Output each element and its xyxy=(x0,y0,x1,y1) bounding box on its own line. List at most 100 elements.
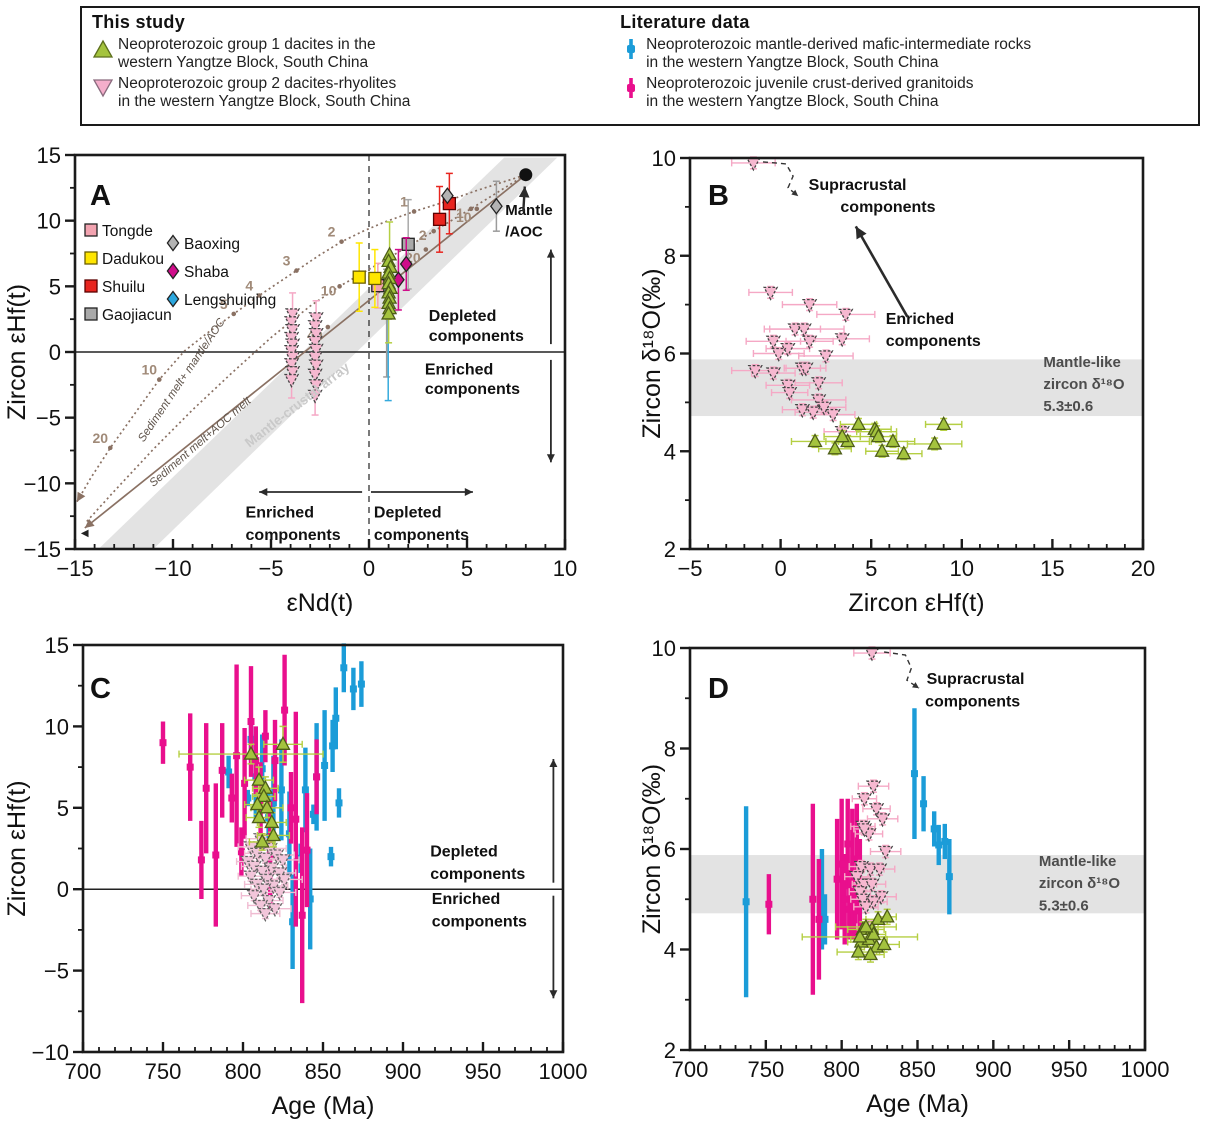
svg-text:Supracrustal: Supracrustal xyxy=(809,177,907,194)
legend-marker xyxy=(620,36,646,65)
svg-text:2: 2 xyxy=(664,1038,676,1063)
svg-text:Enriched: Enriched xyxy=(432,891,500,908)
svg-text:800: 800 xyxy=(823,1057,860,1082)
svg-text:−5: −5 xyxy=(36,406,61,431)
legend-item: Neoproterozoic group 2 dacites-rhyolites… xyxy=(92,75,610,111)
svg-text:5: 5 xyxy=(49,274,61,299)
svg-text:Mantle-like: Mantle-like xyxy=(1043,354,1121,371)
legend-column-literature: Literature data Neoproterozoic mantle-de… xyxy=(610,8,1198,124)
svg-text:/AOC: /AOC xyxy=(505,223,543,240)
legend-items-literature: Neoproterozoic mantle-derived mafic-inte… xyxy=(620,36,1198,111)
svg-text:8: 8 xyxy=(664,244,676,269)
svg-text:15: 15 xyxy=(1040,556,1064,581)
svg-text:950: 950 xyxy=(1051,1057,1088,1082)
svg-text:B: B xyxy=(708,180,729,212)
svg-text:Mantle-like: Mantle-like xyxy=(1039,853,1117,870)
svg-text:Enriched: Enriched xyxy=(425,361,493,378)
legend-item-label: Neoproterozoic group 2 dacites-rhyolites… xyxy=(118,75,411,110)
svg-text:components: components xyxy=(246,527,341,544)
svg-text:Lengshuiqing: Lengshuiqing xyxy=(184,292,276,309)
svg-text:C: C xyxy=(90,673,111,705)
svg-text:2: 2 xyxy=(419,227,427,243)
svg-text:components: components xyxy=(425,381,520,398)
svg-text:Depleted: Depleted xyxy=(374,504,442,521)
legend-item-label: Neoproterozoic mantle-derived mafic-inte… xyxy=(646,36,1032,71)
svg-text:15: 15 xyxy=(37,143,61,168)
svg-text:Baoxing: Baoxing xyxy=(184,236,240,253)
svg-text:4: 4 xyxy=(245,278,253,294)
svg-text:800: 800 xyxy=(225,1059,262,1084)
svg-text:Shaba: Shaba xyxy=(184,264,229,281)
svg-text:20: 20 xyxy=(1131,556,1155,581)
svg-text:zircon δ¹⁸O: zircon δ¹⁸O xyxy=(1043,376,1125,393)
svg-text:Zircon δ¹⁸O(‰): Zircon δ¹⁸O(‰) xyxy=(638,268,666,438)
svg-text:zircon δ¹⁸O: zircon δ¹⁸O xyxy=(1039,875,1121,892)
svg-text:5: 5 xyxy=(220,296,228,312)
svg-text:Zircon εHf(t): Zircon εHf(t) xyxy=(3,780,31,916)
svg-text:10: 10 xyxy=(321,282,337,298)
svg-text:−10: −10 xyxy=(154,556,191,581)
svg-text:◀: ◀ xyxy=(81,528,89,539)
legend-item-label: Neoproterozoic group 1 dacites in the we… xyxy=(118,36,376,71)
svg-text:2: 2 xyxy=(328,224,336,240)
svg-text:1000: 1000 xyxy=(1121,1057,1170,1082)
svg-text:−5: −5 xyxy=(677,556,702,581)
svg-text:3: 3 xyxy=(283,253,291,269)
svg-text:−5: −5 xyxy=(258,556,283,581)
errbar-icon xyxy=(627,39,636,59)
svg-text:components: components xyxy=(886,333,981,350)
svg-text:components: components xyxy=(840,199,935,216)
svg-text:1: 1 xyxy=(456,205,464,221)
svg-text:Enriched: Enriched xyxy=(886,311,954,328)
svg-text:Depleted: Depleted xyxy=(429,308,497,325)
svg-text:4: 4 xyxy=(664,938,676,963)
svg-text:Depleted: Depleted xyxy=(430,844,498,861)
svg-text:2: 2 xyxy=(664,537,676,562)
svg-text:5.3±0.6: 5.3±0.6 xyxy=(1043,398,1093,415)
svg-text:10: 10 xyxy=(141,362,157,378)
svg-text:Zircon δ¹⁸O(‰): Zircon δ¹⁸O(‰) xyxy=(638,764,666,934)
svg-text:1000: 1000 xyxy=(539,1059,588,1084)
legend-marker xyxy=(620,75,646,104)
legend-title: This study xyxy=(92,12,186,32)
figure-legend: This study Neoproterozoic group 1 dacite… xyxy=(80,6,1200,126)
svg-text:850: 850 xyxy=(899,1057,936,1082)
svg-text:5.3±0.6: 5.3±0.6 xyxy=(1039,897,1089,914)
svg-text:1: 1 xyxy=(400,193,408,209)
svg-text:D: D xyxy=(708,673,729,705)
svg-text:750: 750 xyxy=(747,1057,784,1082)
svg-text:0: 0 xyxy=(363,556,375,581)
svg-text:Age (Ma): Age (Ma) xyxy=(272,1092,375,1120)
panel-d: 700 750 800 850 900 950 1000 2 4 6 8 10 Age (Ma) Zirc… xyxy=(638,636,1169,1118)
svg-text:Gaojiacun: Gaojiacun xyxy=(102,307,172,324)
svg-text:components: components xyxy=(925,693,1020,710)
svg-text:10: 10 xyxy=(37,209,61,234)
svg-text:Zircon εHf(t): Zircon εHf(t) xyxy=(848,589,984,617)
svg-text:εNd(t): εNd(t) xyxy=(287,589,354,617)
legend-items-this-study: Neoproterozoic group 1 dacites in the we… xyxy=(92,36,610,111)
legend-item: Neoproterozoic group 1 dacites in the we… xyxy=(92,36,610,72)
legend-title: Literature data xyxy=(620,12,750,32)
svg-text:Enriched: Enriched xyxy=(246,504,314,521)
svg-text:5: 5 xyxy=(865,556,877,581)
svg-text:15: 15 xyxy=(45,633,69,658)
svg-text:components: components xyxy=(374,527,469,544)
tri-down-icon xyxy=(92,79,114,98)
svg-text:20: 20 xyxy=(92,430,108,446)
svg-text:10: 10 xyxy=(950,556,974,581)
errbar-icon xyxy=(627,78,636,98)
panel-c: 700 750 800 850 900 950 1000 −10 −5 0 5 10 15 Age (Ma… xyxy=(3,633,587,1120)
svg-text:4: 4 xyxy=(664,439,676,464)
svg-text:700: 700 xyxy=(672,1057,709,1082)
svg-text:Zircon εHf(t): Zircon εHf(t) xyxy=(3,284,31,420)
svg-text:−10: −10 xyxy=(24,471,61,496)
svg-text:950: 950 xyxy=(465,1059,502,1084)
svg-text:Tongde: Tongde xyxy=(102,223,153,240)
svg-text:−15: −15 xyxy=(24,537,61,562)
svg-text:900: 900 xyxy=(385,1059,422,1084)
legend-item: Neoproterozoic mantle-derived mafic-inte… xyxy=(620,36,1198,72)
svg-text:6: 6 xyxy=(664,342,676,367)
svg-text:−5: −5 xyxy=(44,959,69,984)
